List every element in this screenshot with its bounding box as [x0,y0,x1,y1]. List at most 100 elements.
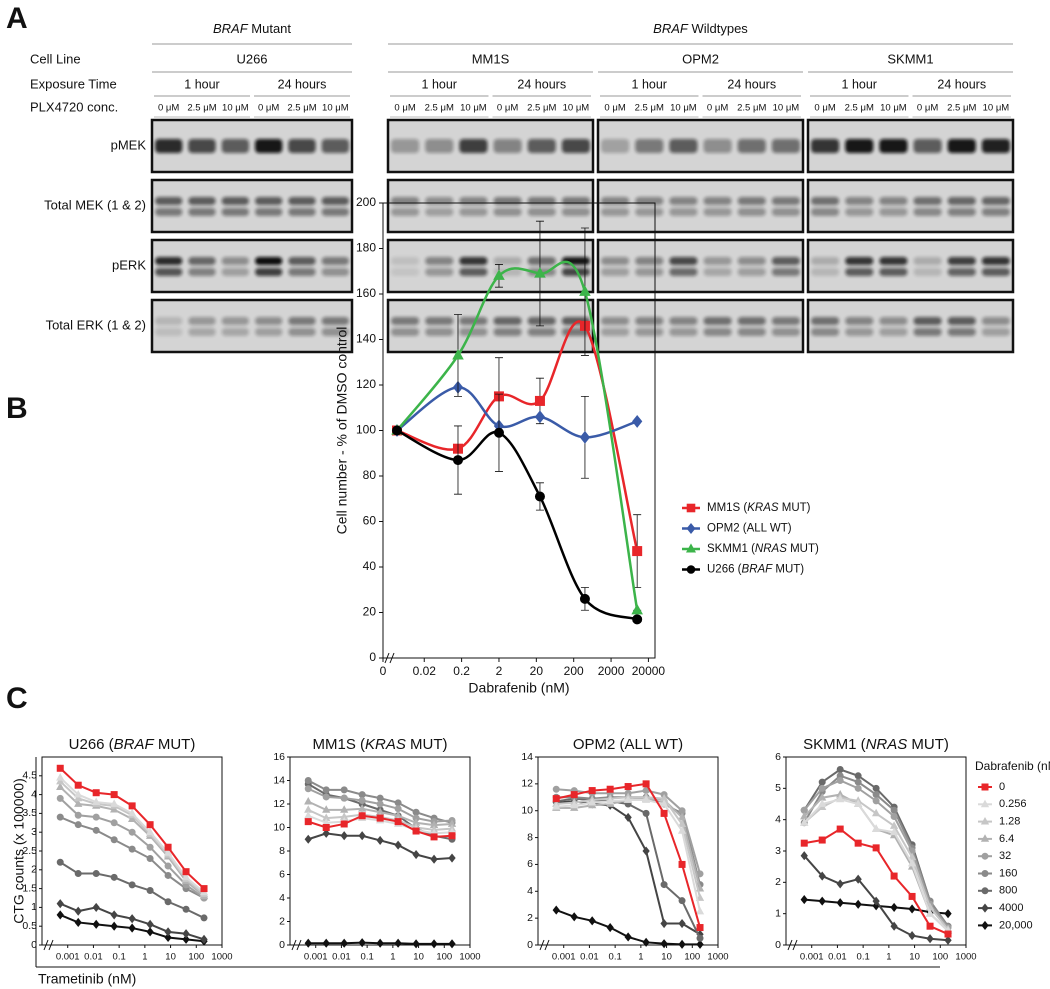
marker [358,938,366,948]
marker [56,776,65,785]
x-tick-label: 0.01 [828,952,847,963]
marker [890,872,898,880]
legend-label: MM1S (KRAS MUT) [707,502,811,514]
blot-band [845,257,874,265]
marker [430,854,438,864]
marker [412,849,420,860]
marker [980,834,990,842]
conc-label: 0 μM [158,103,179,114]
conc-label: 2.5 μM [845,103,874,114]
blot-band [561,139,590,153]
marker [800,818,809,826]
blot-band [879,139,908,153]
blot-band [879,257,908,265]
legend-label: 4000 [999,902,1023,914]
marker [872,797,880,805]
marker [394,799,402,807]
marker [836,879,844,889]
marker [92,870,100,878]
marker [624,812,632,822]
marker [200,885,208,893]
marker [660,939,668,949]
y-tick-label: 0 [775,939,781,951]
y-tick-label: 14 [273,774,285,786]
marker [696,939,704,949]
x-tick-label: 1000 [707,952,728,963]
blot-background [386,118,595,174]
marker [56,910,64,920]
blot-band [459,328,488,336]
x-tick-label: 20 [530,664,544,678]
blot-band [811,208,840,216]
marker [981,852,989,860]
marker [980,816,990,825]
marker [642,937,650,947]
blot-band [947,328,976,336]
blot-band [811,268,840,276]
marker [376,800,384,808]
cell-line-label: MM1S [472,51,510,66]
blot-band [188,208,216,216]
marker [164,927,172,937]
panel-title: OPM2 (ALL WT) [573,736,683,753]
series-line [59,767,205,890]
marker [340,794,348,802]
y-tick-label: 2.5 [22,845,37,857]
marker [642,846,650,856]
blot-band [845,328,874,336]
marker [110,819,118,827]
y-tick-label: 20 [363,605,377,619]
blot-band [913,257,942,265]
marker [836,794,845,803]
y-tick-label: 1 [775,907,781,919]
y-tick-label: 160 [356,286,376,300]
marker [588,798,597,806]
blot-band [321,197,349,205]
blot-band [493,208,522,216]
x-tick-label: 0.1 [113,952,126,963]
blot-band [913,268,942,276]
blot-band [459,197,488,205]
blot-band [635,208,664,216]
blot-band [669,197,698,205]
marker [146,821,154,829]
blot-band [255,257,283,265]
y-tick-label: 120 [356,377,376,391]
y-tick-label: 3 [31,826,37,838]
blot-band [669,328,698,336]
marker [800,851,808,861]
italic-text: BRAF [114,736,155,753]
marker [660,881,668,889]
blot-band [527,208,556,216]
marker [818,836,826,844]
x-tick-label: 0.2 [453,664,470,678]
marker [890,921,898,931]
marker [92,813,100,821]
marker [872,896,880,906]
y-tick-label: 16 [273,751,285,763]
x-tick-label: 100 [684,952,700,963]
blot-band [703,317,732,325]
marker [871,808,881,817]
conc-label: 2.5 μM [635,103,664,114]
blot-band [845,197,874,205]
y-tick-label: 140 [356,332,376,346]
axis-break [792,939,798,951]
x-tick-label: 0.01 [332,952,351,963]
blot-band [981,197,1010,205]
text-part: MUT) [779,502,811,514]
blot-band [188,268,216,276]
conc-label: 0 μM [814,103,835,114]
panel-title: SKMM1 (NRAS MUT) [803,736,949,753]
marker [110,791,118,799]
marker [163,848,173,856]
marker [110,910,118,920]
marker [452,348,464,360]
text-part: MUT) [787,543,819,555]
blot-band [459,208,488,216]
blot-band [188,197,216,205]
marker [493,269,505,280]
blot-band [635,268,664,276]
conc-label: 2.5 μM [425,103,454,114]
blot-band [737,208,766,216]
